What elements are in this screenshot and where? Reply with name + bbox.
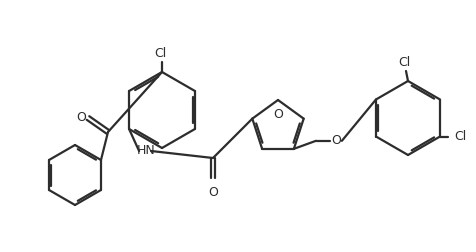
Text: O: O: [76, 110, 86, 123]
Text: Cl: Cl: [154, 47, 166, 60]
Text: O: O: [330, 134, 340, 147]
Text: Cl: Cl: [397, 56, 409, 69]
Text: O: O: [272, 108, 282, 121]
Text: HN: HN: [137, 144, 156, 158]
Text: Cl: Cl: [453, 130, 466, 143]
Text: O: O: [208, 186, 218, 199]
